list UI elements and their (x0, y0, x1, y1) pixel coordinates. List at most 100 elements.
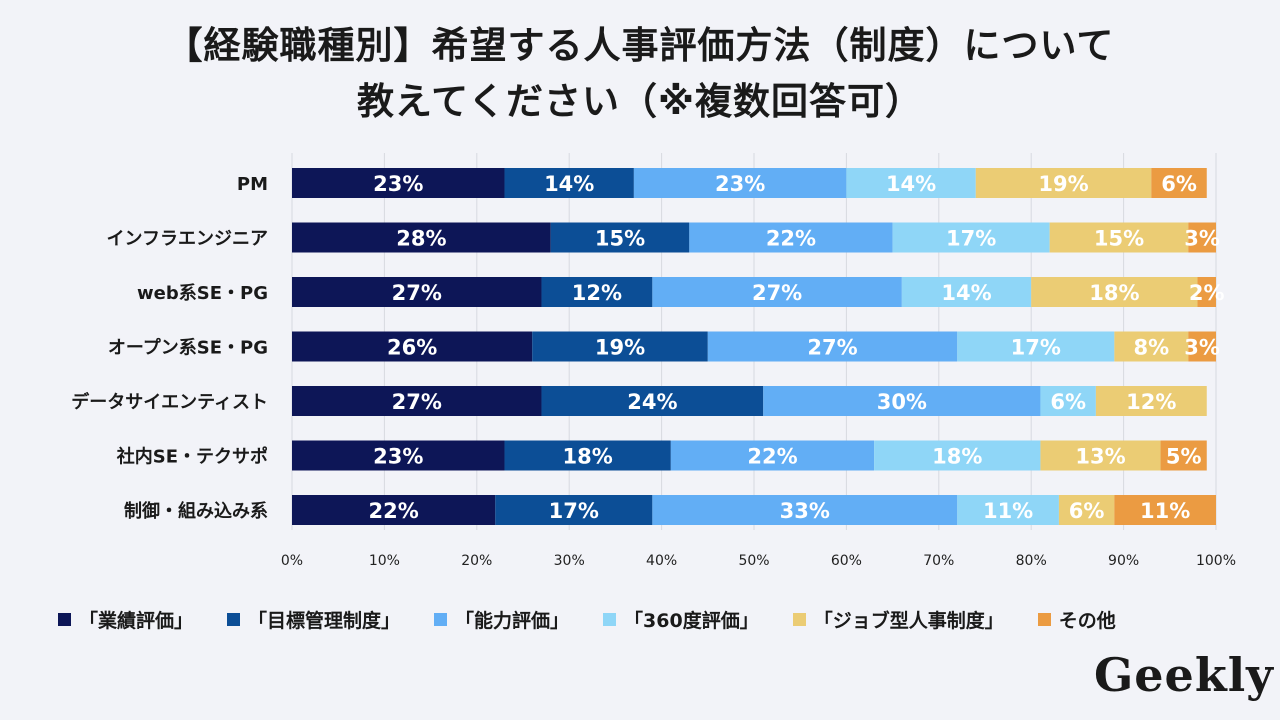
x-tick-label: 40% (646, 553, 677, 569)
legend-swatch (1037, 612, 1051, 626)
bar-segment (1114, 331, 1189, 362)
bar-segment (1197, 277, 1216, 307)
bar-segment (495, 495, 653, 525)
category-label: インフラエンジニア (107, 229, 268, 250)
bar-segment (292, 222, 551, 253)
legend-label: その他 (1058, 609, 1116, 632)
legend-item: 「360度評価」 (603, 606, 759, 633)
data-label: 6% (1050, 390, 1086, 414)
data-label: 17% (549, 499, 599, 523)
data-label: 27% (752, 281, 802, 305)
chart-legend: 「業績評価」 「目標管理制度」 「能力評価」 「360度評価」 「ジョブ型人事制度」 その… (58, 602, 1238, 636)
data-label: 24% (627, 390, 677, 414)
data-label: 14% (886, 172, 936, 196)
category-label: オープン系SE・PG (108, 337, 268, 359)
legend-label: 「360度評価」 (624, 609, 759, 632)
data-label: 17% (1011, 336, 1061, 360)
x-tick-label: 50% (738, 553, 769, 569)
data-label: 11% (983, 499, 1033, 523)
data-label: 14% (941, 281, 991, 305)
legend-swatch (603, 612, 617, 626)
bar-segment (892, 222, 1050, 253)
bar-segment (846, 168, 976, 198)
data-label: 18% (563, 445, 613, 469)
bar-segment (504, 168, 634, 198)
data-label: 27% (392, 390, 442, 414)
x-tick-label: 70% (923, 553, 954, 569)
data-label: 22% (766, 227, 816, 251)
legend-swatch (58, 612, 71, 626)
data-label: 17% (946, 227, 996, 251)
bar-segment (1095, 386, 1207, 416)
legend-label: 「ジョブ型人事制度」 (813, 609, 1004, 632)
chart-title: 【経験職種別】希望する人事評価方法（制度）について 教えてください（※複数回答可… (0, 18, 1280, 130)
bar-segment (504, 440, 671, 471)
bar-segment (901, 277, 1032, 307)
bar-segment (1031, 277, 1198, 307)
bar-segment (532, 331, 708, 362)
geekly-logo: Geekly (1094, 648, 1274, 702)
data-label: 19% (1038, 172, 1088, 196)
bar-segment (689, 222, 893, 253)
data-label: 5% (1166, 445, 1202, 469)
data-label: 22% (369, 499, 419, 523)
stacked-bar-chart: 0% 10% 20% 30% 40% 50% 60% 70% 80% 90% 100% PM 23% 14… (71, 153, 1236, 569)
legend-swatch (434, 612, 448, 626)
bar-segment (292, 168, 505, 198)
data-label: 15% (595, 227, 645, 251)
bar-segment (633, 168, 847, 198)
data-label: 3% (1184, 336, 1220, 360)
bar-segment (957, 495, 1059, 525)
bar-segment (292, 331, 533, 362)
legend-item: 「能力評価」 (434, 606, 569, 633)
category-label: PM (237, 174, 268, 195)
legend-label: 「能力評価」 (455, 609, 570, 632)
bar-segment (541, 277, 653, 307)
x-tick-label: 10% (369, 553, 400, 569)
bar-segment (292, 277, 542, 307)
data-label: 8% (1133, 336, 1169, 360)
data-label: 15% (1094, 227, 1144, 251)
data-label: 2% (1189, 281, 1225, 305)
x-tick-label: 100% (1196, 553, 1236, 569)
data-label: 11% (1140, 499, 1190, 523)
data-label: 6% (1161, 172, 1197, 196)
data-label: 22% (747, 445, 797, 469)
bar-segment (1114, 495, 1216, 525)
x-tick-label: 60% (831, 553, 862, 569)
bar-segment (1058, 495, 1115, 525)
legend-item: 「業績評価」 (58, 606, 193, 633)
data-label: 27% (392, 281, 442, 305)
legend-label: 「業績評価」 (79, 609, 194, 632)
bar-segment (541, 386, 764, 416)
data-label: 23% (373, 445, 423, 469)
data-label: 13% (1075, 445, 1125, 469)
data-label: 23% (373, 172, 423, 196)
data-label: 30% (877, 390, 927, 414)
bar-segment (670, 440, 875, 471)
bar-segment (1049, 222, 1189, 253)
bar-segment (1188, 331, 1216, 362)
bar-segment (1160, 440, 1207, 471)
data-label: 18% (932, 445, 982, 469)
legend-item: 「目標管理制度」 (227, 606, 400, 633)
legend-label: 「目標管理制度」 (248, 609, 401, 632)
bar-segment (1040, 440, 1161, 471)
data-label: 18% (1089, 281, 1139, 305)
bar-segment (652, 277, 902, 307)
bar-segment (1040, 386, 1096, 416)
bar-segment (1151, 168, 1207, 198)
data-label: 23% (715, 172, 765, 196)
data-label: 3% (1184, 227, 1220, 251)
x-tick-label: 90% (1108, 553, 1139, 569)
legend-swatch (792, 612, 806, 626)
x-tick-label: 20% (461, 553, 492, 569)
category-label: web系SE・PG (137, 283, 268, 304)
data-label: 33% (780, 499, 830, 523)
legend-item: その他 (1037, 606, 1116, 633)
bar-segment (763, 386, 1041, 416)
data-label: 12% (572, 281, 622, 305)
bar-segment (957, 331, 1115, 362)
data-label: 26% (387, 336, 437, 360)
category-label: データサイエンティスト (71, 391, 268, 413)
